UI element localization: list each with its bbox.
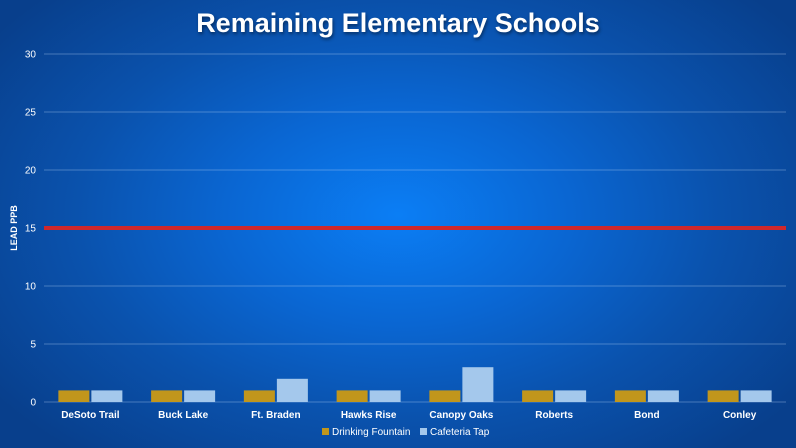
bar-cafeteria-tap — [740, 390, 772, 402]
bar-drinking-fountain — [58, 390, 90, 402]
y-tick-label: 0 — [30, 398, 36, 409]
y-axis-label: LEAD PPB — [9, 205, 19, 251]
y-tick-label: 10 — [25, 282, 37, 293]
bar-drinking-fountain — [243, 390, 275, 402]
y-tick-label: 30 — [25, 50, 37, 61]
legend-swatch — [420, 428, 427, 435]
x-category-label: Hawks Rise — [341, 410, 397, 421]
y-tick-label: 5 — [30, 340, 36, 351]
bar-cafeteria-tap — [555, 390, 587, 402]
y-tick-label: 20 — [25, 166, 37, 177]
x-category-label: Conley — [723, 410, 757, 421]
bar-cafeteria-tap — [276, 378, 308, 402]
x-category-label: DeSoto Trail — [61, 410, 120, 421]
x-category-label: Bond — [634, 410, 660, 421]
bar-drinking-fountain — [336, 390, 368, 402]
bar-cafeteria-tap — [647, 390, 679, 402]
y-tick-label: 15 — [25, 224, 37, 235]
y-tick-label: 25 — [25, 108, 37, 119]
bar-drinking-fountain — [707, 390, 739, 402]
bar-drinking-fountain — [151, 390, 183, 402]
bar-drinking-fountain — [522, 390, 554, 402]
bar-cafeteria-tap — [184, 390, 216, 402]
legend-swatch — [322, 428, 329, 435]
bar-drinking-fountain — [429, 390, 461, 402]
bar-cafeteria-tap — [91, 390, 123, 402]
x-category-label: Buck Lake — [158, 410, 208, 421]
bar-cafeteria-tap — [369, 390, 401, 402]
bar-cafeteria-tap — [462, 367, 494, 402]
x-category-label: Roberts — [535, 410, 573, 421]
chart-title: Remaining Elementary Schools — [196, 8, 600, 38]
legend-label: Cafeteria Tap — [430, 427, 490, 438]
x-category-label: Ft. Braden — [251, 410, 300, 421]
bar-drinking-fountain — [614, 390, 646, 402]
legend-label: Drinking Fountain — [332, 427, 410, 438]
x-category-label: Canopy Oaks — [429, 410, 493, 421]
